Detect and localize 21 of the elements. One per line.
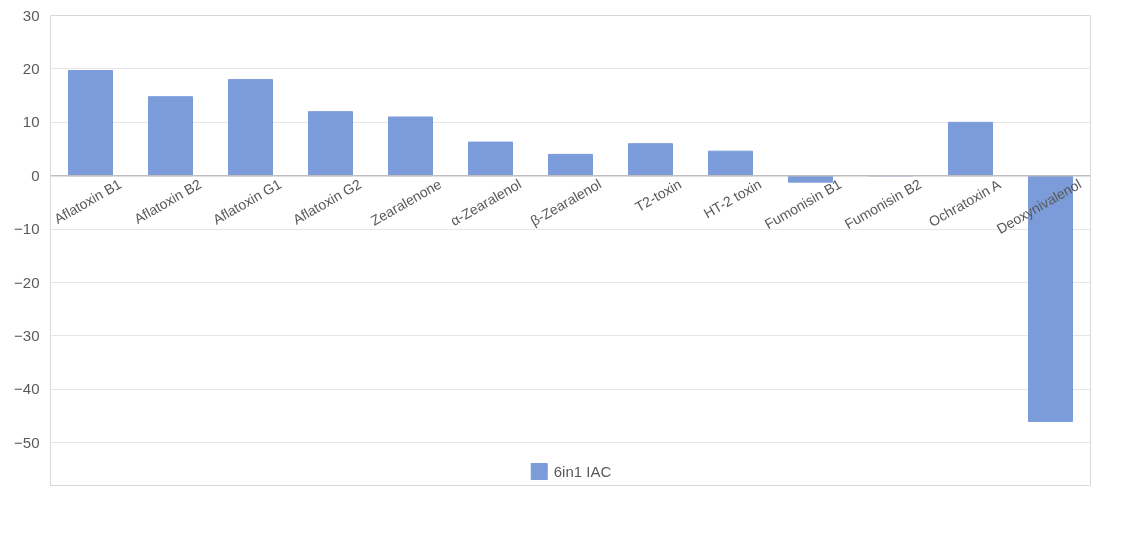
bar [68,70,113,177]
bar [228,79,273,177]
bar [628,143,673,177]
x-tick-label: HT-2 toxin [700,175,765,222]
y-tick-label: −50 [14,433,40,451]
bar [388,116,433,177]
y-tick-label: 30 [22,6,40,24]
y-tick-label: −30 [14,326,40,344]
bar [708,150,753,177]
legend-label: 6in1 IAC [553,462,612,480]
y-tick-label: −40 [14,380,40,398]
bar [548,153,593,177]
bar [468,141,513,177]
y-tick-label: 0 [31,166,40,184]
bar [148,96,193,177]
y-tick-label: −20 [14,273,40,291]
bar [308,111,353,177]
y-tick-label: 10 [22,113,40,131]
y-tick-label: −10 [14,220,40,238]
y-tick-label: 20 [22,59,40,77]
bar [948,121,993,177]
